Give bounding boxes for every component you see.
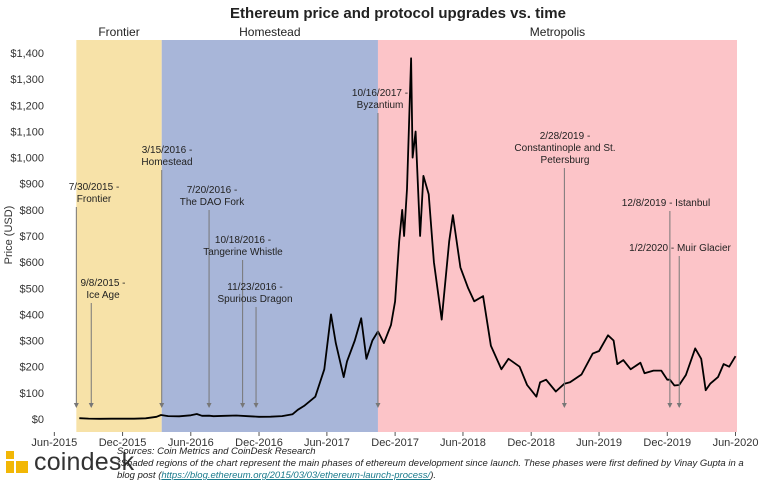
annotation-arrowhead (676, 403, 682, 408)
y-tick-label: $1,200 (10, 100, 44, 112)
annotation-label: Ice Age (86, 290, 120, 301)
annotation-label: 10/18/2016 - (215, 235, 271, 246)
y-tick-label: $100 (20, 388, 44, 400)
annotation: 10/16/2017 -Byzantium (352, 88, 408, 408)
x-tick-label: Dec-2016 (235, 437, 283, 449)
annotation: 7/30/2015 -Frontier (69, 182, 120, 408)
phase-label-metropolis: Metropolis (530, 25, 585, 39)
annotation-label: 1/2/2020 - Muir Glacier (629, 243, 731, 254)
y-tick-label: $1,000 (10, 153, 44, 165)
x-tick-label: Jun-2017 (304, 437, 350, 449)
annotation-label: 12/8/2019 - Istanbul (622, 198, 710, 209)
annotation-label: Petersburg (541, 155, 590, 166)
y-tick-label: $1,300 (10, 74, 44, 86)
x-tick-label: Jun-2019 (576, 437, 622, 449)
sources-note: Sources: Coin Metrics and CoinDesk Resea… (117, 446, 316, 457)
annotation: 7/20/2016 -The DAO Fork (180, 185, 245, 408)
annotation-label: 10/16/2017 - (352, 88, 408, 99)
phase-labels: Frontier Homestead Metropolis (98, 25, 585, 39)
x-tick-label: Jun-2018 (440, 437, 486, 449)
annotation-label: Homestead (141, 157, 192, 168)
chart-title: Ethereum price and protocol upgrades vs.… (230, 5, 566, 22)
y-tick-label: $700 (20, 231, 44, 243)
annotation: 10/18/2016 -Tangerine Whistle (203, 235, 283, 408)
phase-regions (76, 40, 737, 432)
x-axis: Jun-2015 Dec-2015 Jun-2016 Dec-2016 Jun-2017… (31, 432, 758, 449)
phase-region-metropolis (377, 40, 737, 432)
annotation-label: 3/15/2016 - (142, 145, 193, 156)
y-tick-label: $800 (20, 205, 44, 217)
annotation-arrowhead (667, 403, 673, 408)
annotation-label: Spurious Dragon (217, 294, 292, 305)
coindesk-logo-text: coindesk (34, 447, 135, 476)
annotation: 9/8/2015 -Ice Age (80, 278, 126, 408)
footnote-text: *Shaded regions of the chart represent t… (117, 458, 744, 481)
y-tick-label: $0 (32, 414, 44, 426)
x-tick-label: Jun-2016 (168, 437, 214, 449)
annotation-label: Frontier (77, 194, 112, 205)
annotation-label: Constantinople and St. (514, 143, 615, 154)
y-tick-label: $200 (20, 362, 44, 374)
y-tick-label: $1,100 (10, 126, 44, 138)
annotation-arrowhead (561, 403, 567, 408)
coindesk-logo: coindesk (6, 447, 134, 477)
annotation: 3/15/2016 -Homestead (141, 145, 193, 408)
x-tick-label: Jun-2020 (713, 437, 759, 449)
annotation-label: 7/30/2015 - (69, 182, 120, 193)
annotation-label: 11/23/2016 - (227, 282, 282, 293)
annotation-label: Tangerine Whistle (203, 247, 283, 258)
series-layer (79, 57, 737, 420)
x-tick-label: Dec-2017 (371, 437, 419, 449)
annotation-label: Byzantium (357, 100, 404, 111)
annotation-arrowhead (206, 403, 212, 408)
phase-region-frontier (76, 40, 162, 432)
annotation-arrowhead (73, 403, 79, 408)
x-tick-label: Dec-2015 (99, 437, 147, 449)
phase-label-homestead: Homestead (239, 25, 300, 39)
y-tick-label: $300 (20, 336, 44, 348)
y-axis-label: Price (USD) (3, 206, 15, 265)
annotation-arrowhead (240, 403, 246, 408)
annotation-arrowhead (253, 403, 259, 408)
annotation: 1/2/2020 - Muir Glacier (629, 243, 732, 408)
annotation-arrowhead (159, 403, 165, 408)
x-tick-label: Dec-2018 (507, 437, 555, 449)
y-tick-label: $400 (20, 309, 44, 321)
y-axis: $0 $100 $200 $300 $400 $500 $600 $700 $800 $900 $1… (10, 48, 44, 426)
x-tick-label: Jun-2015 (31, 437, 77, 449)
y-tick-label: $900 (20, 179, 44, 191)
annotation-arrowhead (375, 403, 381, 408)
annotation-label: The DAO Fork (180, 197, 245, 208)
annotation-label: 7/20/2016 - (187, 185, 238, 196)
annotation: 11/23/2016 -Spurious Dragon (217, 282, 293, 408)
annotation-label: 2/28/2019 - (540, 131, 591, 142)
price-series-line (79, 57, 737, 420)
coindesk-logo-icon (6, 451, 28, 473)
phase-label-frontier: Frontier (98, 25, 139, 39)
annotation: 2/28/2019 -Constantinople and St.Petersb… (514, 131, 616, 408)
y-tick-label: $1,400 (10, 48, 44, 60)
phases-footnote: *Shaded regions of the chart represent t… (117, 458, 757, 482)
annotation: 12/8/2019 - Istanbul (622, 198, 710, 408)
ethereum-blog-link[interactable]: https://blog.ethereum.org/2015/03/03/eth… (161, 470, 431, 481)
x-tick-label: Dec-2019 (643, 437, 691, 449)
annotation-label: 9/8/2015 - (80, 278, 125, 289)
y-tick-label: $600 (20, 257, 44, 269)
y-tick-label: $500 (20, 283, 44, 295)
footnote-suffix: ). (430, 470, 436, 481)
annotation-arrowhead (88, 403, 94, 408)
